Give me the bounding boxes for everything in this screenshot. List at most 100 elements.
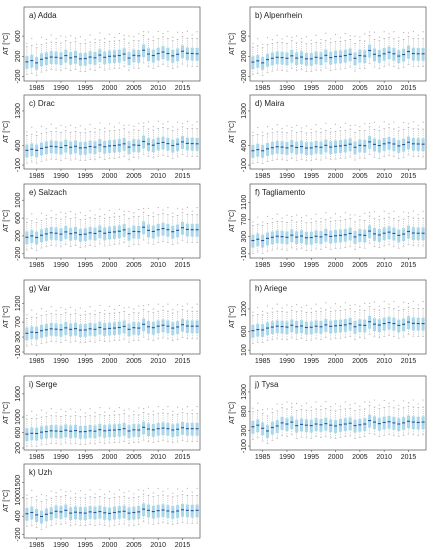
outlier — [364, 212, 366, 214]
box-1992 — [295, 304, 299, 340]
x-tick-label: 2010 — [376, 358, 392, 365]
outlier — [393, 121, 395, 123]
outlier — [99, 32, 101, 34]
iqr-box — [122, 320, 126, 334]
x-tick-label: 1985 — [29, 85, 45, 92]
outlier — [89, 408, 91, 410]
outlier — [191, 491, 193, 493]
iqr-box — [387, 415, 391, 429]
outlier — [79, 211, 81, 214]
x-tick-label: 2010 — [150, 454, 166, 461]
iqr-box — [343, 139, 347, 153]
outlier — [152, 212, 154, 214]
box-2007 — [368, 211, 372, 245]
outlier — [60, 124, 62, 127]
box-2011 — [161, 209, 165, 242]
outlier — [167, 207, 169, 209]
iqr-box — [251, 324, 255, 338]
box-2006 — [363, 123, 367, 159]
outlier — [152, 125, 154, 128]
box-2008 — [146, 406, 150, 443]
iqr-box — [338, 140, 342, 153]
iqr-box — [290, 229, 294, 243]
box-1997 — [319, 217, 323, 250]
outlier — [70, 124, 72, 126]
outlier — [31, 126, 33, 128]
iqr-box — [368, 315, 372, 329]
box-2017 — [416, 403, 420, 436]
iqr-box — [78, 324, 82, 338]
box-2009 — [151, 125, 155, 159]
box-1996 — [314, 124, 318, 160]
iqr-box — [270, 141, 274, 155]
outlier — [393, 400, 395, 402]
outlier — [403, 301, 405, 303]
y-tick-label: 600 — [15, 427, 22, 439]
box-1986 — [39, 125, 44, 162]
outlier — [330, 127, 332, 130]
iqr-box — [156, 504, 160, 518]
iqr-box — [358, 139, 362, 153]
iqr-box — [108, 322, 112, 336]
box-1989 — [54, 38, 58, 71]
box-2008 — [146, 487, 150, 524]
box-2006 — [137, 33, 141, 69]
y-axis-label: AT [°C] — [2, 490, 10, 512]
outlier — [196, 303, 198, 305]
box-2010 — [382, 121, 386, 157]
iqr-box — [377, 319, 381, 333]
box-1993 — [300, 37, 304, 71]
iqr-box — [127, 52, 131, 66]
iqr-box — [117, 321, 121, 335]
iqr-box — [30, 54, 34, 68]
iqr-box — [295, 52, 299, 66]
x-tick-label: 1995 — [303, 262, 319, 269]
panel-7: g) Var AT [°C] -100 300 700 1200 1985 1990 1995 2… — [2, 279, 201, 365]
iqr-box — [112, 50, 116, 64]
iqr-box — [411, 47, 415, 61]
box-2015 — [406, 32, 411, 65]
x-tick-label: 1990 — [279, 173, 295, 180]
iqr-box — [98, 423, 102, 437]
box-2007 — [368, 31, 372, 64]
panel-frame — [23, 375, 201, 451]
box-2005 — [358, 126, 362, 159]
iqr-box — [324, 319, 328, 332]
iqr-box — [363, 139, 367, 153]
iqr-box — [166, 320, 170, 334]
iqr-box — [69, 425, 73, 439]
outlier — [373, 211, 376, 213]
outlier — [417, 214, 419, 216]
iqr-box — [166, 422, 170, 436]
outlier — [74, 493, 77, 495]
box-2018 — [421, 399, 425, 436]
outlier — [79, 409, 81, 411]
panel-frame — [249, 94, 427, 170]
x-tick-label: 2005 — [126, 173, 142, 180]
box-2003 — [122, 34, 126, 68]
box-2001 — [338, 306, 342, 339]
iqr-box — [251, 144, 255, 158]
outlier — [257, 126, 259, 129]
iqr-box — [132, 506, 136, 520]
box-1983 — [25, 131, 29, 164]
box-2011 — [387, 212, 391, 246]
box-1988 — [275, 303, 279, 340]
outlier — [196, 406, 198, 408]
outlier — [89, 489, 91, 491]
box-2001 — [338, 37, 342, 70]
iqr-box — [108, 226, 112, 240]
box-1983 — [251, 42, 255, 76]
iqr-box — [59, 506, 63, 519]
outlier — [364, 123, 366, 125]
outlier — [70, 35, 72, 37]
outlier — [65, 411, 67, 413]
panel-frame — [249, 183, 427, 259]
x-tick-label: 2010 — [376, 173, 392, 180]
iqr-box — [171, 225, 175, 239]
iqr-box — [411, 227, 415, 240]
iqr-box — [156, 422, 160, 436]
box-1985 — [261, 221, 265, 254]
box-1991 — [290, 216, 294, 249]
outlier — [320, 38, 322, 41]
